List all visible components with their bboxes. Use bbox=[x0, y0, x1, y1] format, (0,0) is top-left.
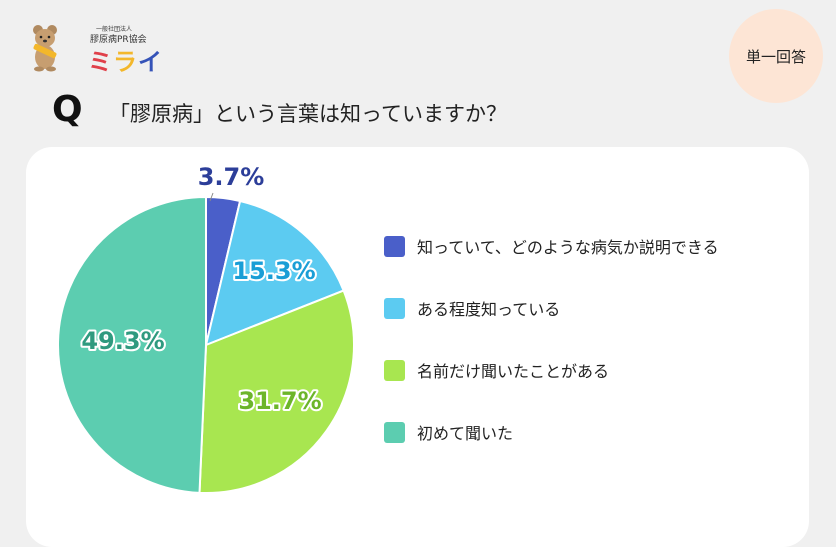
pie-slice bbox=[198, 289, 355, 494]
legend-item: 知っていて、どのような病気か説明できる bbox=[384, 235, 719, 257]
pie-slice-label: 3.7% bbox=[198, 163, 265, 191]
question-text: 「膠原病」という言葉は知っていますか？ bbox=[109, 102, 507, 126]
pie-slice-label: 15.3% bbox=[232, 257, 315, 285]
pie-labels: 3.7% 15.3% 31.7% 49.3% bbox=[79, 163, 323, 417]
legend-swatch bbox=[384, 235, 405, 257]
legend-swatch bbox=[384, 421, 405, 443]
pie-slice-label: 49.3% bbox=[81, 327, 164, 355]
legend-item: 名前だけ聞いたことがある bbox=[384, 359, 719, 381]
legend-label: 初めて聞いた bbox=[417, 424, 514, 443]
pie-slices bbox=[57, 195, 355, 494]
legend-label: 知っていて、どのような病気か説明できる bbox=[417, 238, 719, 257]
logo-small-text: 一般社団法人 bbox=[96, 26, 133, 33]
pie-chart: 3.7% 15.3% 31.7% 49.3% bbox=[57, 163, 355, 494]
logo-char-3: イ bbox=[138, 48, 163, 76]
logo-org-text: 膠原病PR協会 bbox=[90, 35, 147, 45]
pie-slice bbox=[204, 199, 345, 347]
legend-swatch bbox=[384, 297, 405, 319]
logo-char-1: ミ bbox=[88, 48, 113, 76]
legend: 知っていて、どのような病気か説明できる ある程度知っている 名前だけ聞いたことが… bbox=[384, 235, 719, 484]
logo-name: ミライ bbox=[88, 42, 163, 77]
pie-slice bbox=[57, 195, 207, 494]
legend-item: ある程度知っている bbox=[384, 297, 719, 319]
legend-label: ある程度知っている bbox=[417, 300, 561, 319]
question-mark-label: Q bbox=[52, 89, 83, 130]
quokka-mascot-icon bbox=[33, 25, 57, 72]
legend-label: 名前だけ聞いたことがある bbox=[417, 362, 610, 381]
logo: 一般社団法人 膠原病PR協会 ミライ bbox=[30, 24, 162, 76]
pie-slice-label: 31.7% bbox=[238, 387, 321, 415]
single-answer-badge: 単一回答 bbox=[729, 9, 823, 103]
legend-item: 初めて聞いた bbox=[384, 421, 719, 443]
logo-char-2: ラ bbox=[113, 48, 138, 76]
leader-line bbox=[209, 192, 214, 202]
chart-card: 3.7% 15.3% 31.7% 49.3% 知っていて、どのような病気か説明できる … bbox=[26, 147, 809, 547]
legend-swatch bbox=[384, 359, 405, 381]
